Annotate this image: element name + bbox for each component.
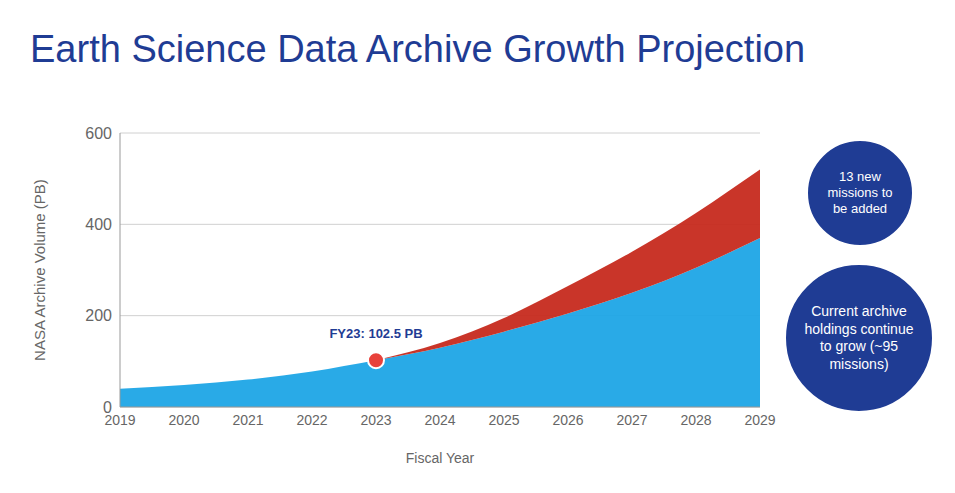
html-text:Earth Science Data Archive Gro: Earth Science Data Archive Growth Projec… [30, 28, 806, 70]
svg-text:2019: 2019 [104, 411, 136, 428]
svg-text:NASA Archive Volume (PB): NASA Archive Volume (PB) [31, 179, 48, 361]
svg-text:FY23: 102.5 PB: FY23: 102.5 PB [329, 326, 422, 341]
html-text:Current archive holdings conti: Current archive holdings continue to gro… [804, 303, 914, 372]
svg-text:600: 600 [85, 125, 112, 142]
svg-text:Fiscal Year: Fiscal Year [406, 450, 475, 466]
svg-text:2024: 2024 [424, 412, 455, 428]
svg-text:2027: 2027 [616, 412, 647, 428]
svg-text:2028: 2028 [680, 412, 711, 428]
html-text:13 new missions to be added: 13 new missions to be added [827, 168, 893, 217]
svg-text:2023: 2023 [360, 412, 391, 428]
svg-text:200: 200 [85, 307, 112, 324]
svg-text:0: 0 [103, 399, 112, 416]
svg-text:2021: 2021 [232, 412, 263, 428]
svg-text:2020: 2020 [168, 412, 199, 428]
svg-text:2025: 2025 [488, 412, 519, 428]
svg-text:2022: 2022 [296, 412, 327, 428]
svg-text:2026: 2026 [552, 412, 583, 428]
svg-text:2029: 2029 [744, 412, 775, 428]
svg-text:400: 400 [85, 216, 112, 233]
